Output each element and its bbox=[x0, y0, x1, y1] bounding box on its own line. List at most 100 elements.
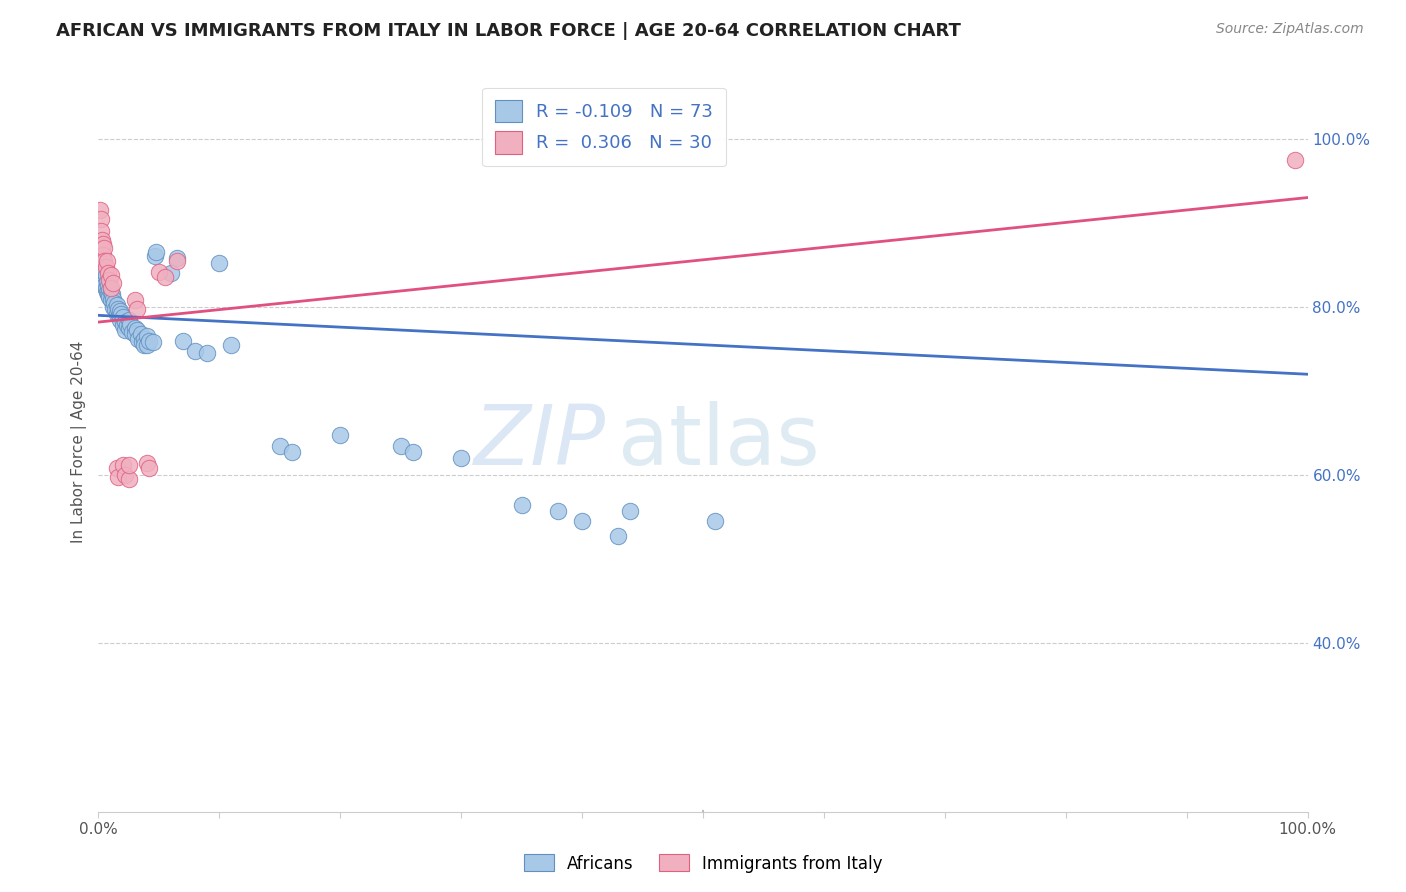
Point bbox=[94, 268, 117, 282]
Point bbox=[91, 277, 114, 291]
Point bbox=[1284, 153, 1306, 167]
Point bbox=[704, 515, 727, 529]
Point bbox=[111, 310, 134, 324]
Point bbox=[100, 268, 122, 282]
Point bbox=[143, 250, 166, 264]
Point bbox=[94, 260, 117, 274]
Point bbox=[90, 211, 112, 226]
Point bbox=[100, 293, 122, 308]
Point bbox=[135, 329, 157, 343]
Text: Source: ZipAtlas.com: Source: ZipAtlas.com bbox=[1216, 22, 1364, 37]
Point bbox=[389, 439, 412, 453]
Point bbox=[127, 301, 149, 316]
Point bbox=[91, 241, 114, 255]
Point bbox=[108, 312, 131, 326]
Point bbox=[118, 312, 141, 326]
Point bbox=[108, 304, 131, 318]
Point bbox=[142, 335, 165, 350]
Point bbox=[100, 285, 122, 299]
Point bbox=[104, 301, 127, 316]
Point bbox=[91, 275, 114, 289]
Point bbox=[108, 309, 131, 323]
Point bbox=[124, 326, 146, 341]
Point bbox=[124, 321, 146, 335]
Point bbox=[450, 451, 472, 466]
Point bbox=[105, 298, 128, 312]
Point bbox=[97, 266, 120, 280]
Legend: Africans, Immigrants from Italy: Africans, Immigrants from Italy bbox=[517, 847, 889, 880]
Point bbox=[93, 241, 115, 255]
Point bbox=[281, 444, 304, 458]
Point bbox=[110, 307, 132, 321]
Point bbox=[100, 287, 122, 301]
Point bbox=[91, 262, 114, 277]
Point bbox=[195, 346, 218, 360]
Point bbox=[329, 427, 352, 442]
Point bbox=[148, 264, 170, 278]
Point bbox=[172, 334, 194, 348]
Text: ZIP: ZIP bbox=[474, 401, 606, 482]
Point bbox=[134, 338, 156, 352]
Point bbox=[89, 203, 111, 218]
Point bbox=[101, 292, 124, 306]
Point bbox=[619, 503, 641, 517]
Point bbox=[97, 287, 120, 301]
Point bbox=[105, 461, 128, 475]
Point bbox=[107, 470, 129, 484]
Point bbox=[90, 224, 112, 238]
Point bbox=[114, 324, 136, 338]
Point bbox=[111, 458, 134, 472]
Point bbox=[101, 300, 124, 314]
Point bbox=[121, 325, 143, 339]
Point bbox=[93, 264, 115, 278]
Point bbox=[96, 275, 118, 289]
Point bbox=[96, 285, 118, 299]
Text: AFRICAN VS IMMIGRANTS FROM ITALY IN LABOR FORCE | AGE 20-64 CORRELATION CHART: AFRICAN VS IMMIGRANTS FROM ITALY IN LABO… bbox=[56, 22, 962, 40]
Point bbox=[510, 498, 533, 512]
Point bbox=[135, 338, 157, 352]
Point bbox=[160, 266, 183, 280]
Point bbox=[98, 283, 121, 297]
Point bbox=[184, 343, 207, 358]
Point bbox=[91, 248, 114, 262]
Point bbox=[571, 515, 593, 529]
Point bbox=[547, 503, 569, 517]
Point bbox=[90, 273, 112, 287]
Point bbox=[269, 439, 291, 453]
Point bbox=[89, 266, 111, 280]
Point bbox=[118, 317, 141, 331]
Point bbox=[103, 295, 125, 310]
Point bbox=[117, 318, 139, 333]
Point bbox=[90, 268, 112, 282]
Point bbox=[134, 332, 156, 346]
Point bbox=[107, 301, 129, 316]
Point bbox=[118, 458, 141, 472]
Point bbox=[221, 338, 243, 352]
Point bbox=[105, 307, 128, 321]
Point bbox=[138, 461, 160, 475]
Y-axis label: In Labor Force | Age 20-64: In Labor Force | Age 20-64 bbox=[72, 341, 87, 542]
Point bbox=[91, 270, 114, 285]
Point bbox=[166, 251, 188, 265]
Point bbox=[100, 281, 122, 295]
Point bbox=[97, 279, 120, 293]
Point bbox=[93, 279, 115, 293]
Point bbox=[153, 270, 176, 285]
Point bbox=[124, 293, 146, 308]
Point bbox=[131, 335, 153, 350]
Point bbox=[111, 318, 134, 333]
Point bbox=[402, 444, 425, 458]
Point bbox=[96, 253, 118, 268]
Point bbox=[98, 273, 121, 287]
Point bbox=[94, 281, 117, 295]
Point bbox=[93, 253, 115, 268]
Point bbox=[118, 321, 141, 335]
Point bbox=[114, 315, 136, 329]
Point bbox=[145, 245, 167, 260]
Point bbox=[91, 236, 114, 251]
Point bbox=[101, 277, 124, 291]
Point bbox=[208, 256, 231, 270]
Point bbox=[114, 468, 136, 483]
Point bbox=[607, 529, 630, 543]
Point bbox=[118, 472, 141, 486]
